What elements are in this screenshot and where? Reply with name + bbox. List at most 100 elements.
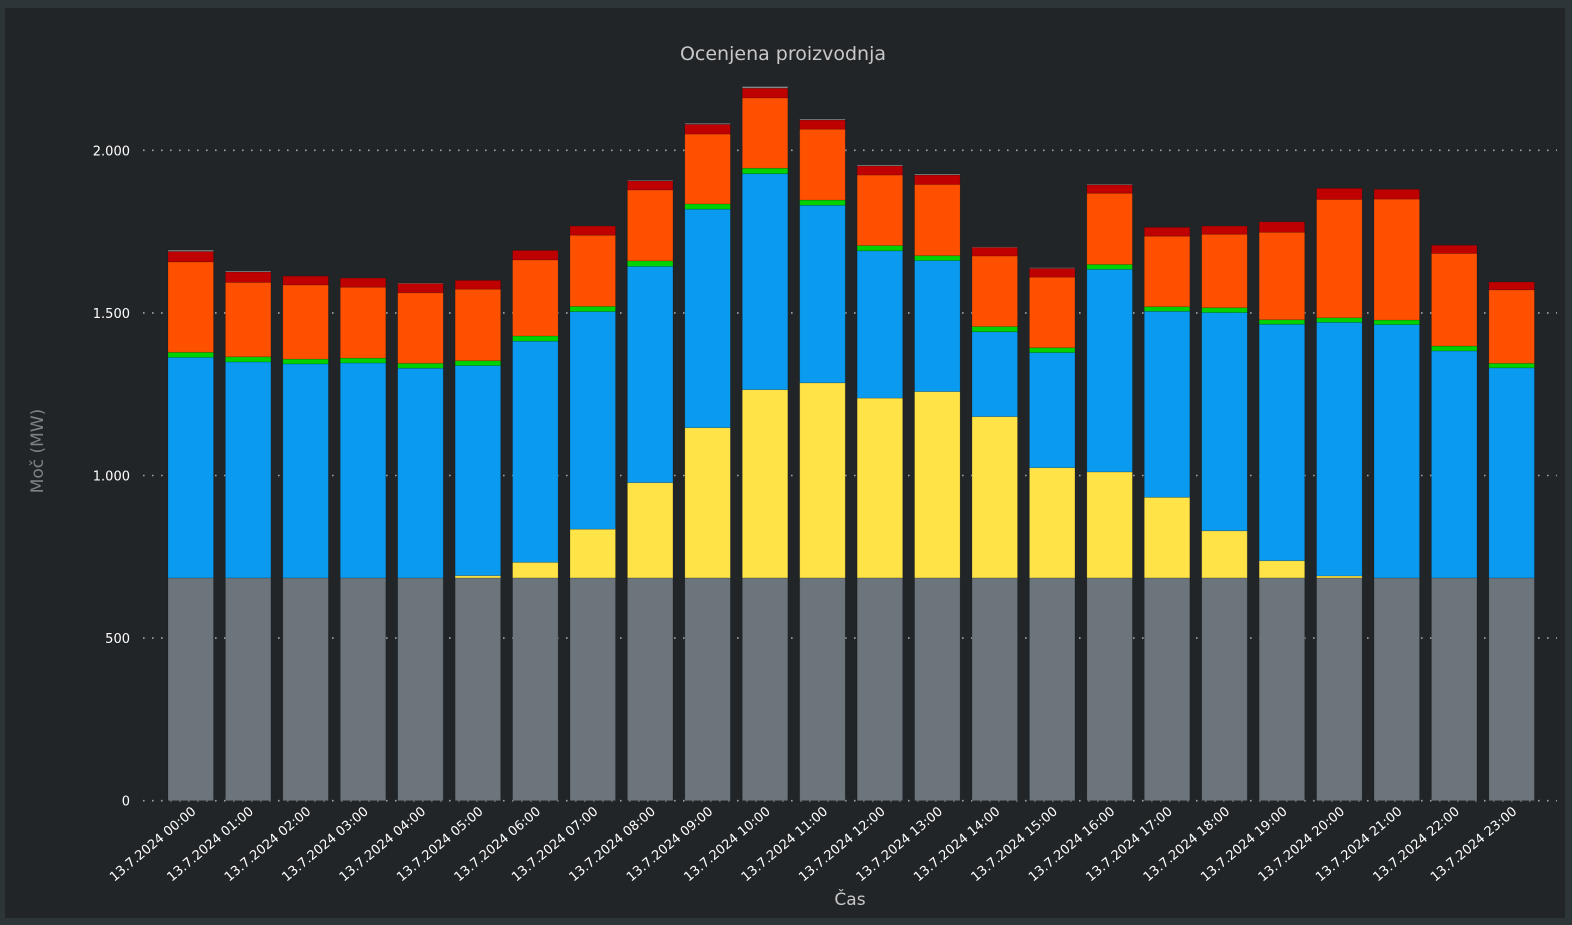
bar-segment-blue[interactable] [1029,352,1076,469]
bar-segment-dark-red[interactable] [1488,281,1535,291]
bar-segment-other-gray[interactable] [1086,183,1133,186]
bar-segment-orange[interactable] [225,281,272,358]
bar-segment-gray-base[interactable] [167,577,214,802]
bar-segment-gray-base[interactable] [1431,577,1478,802]
bar-segment-gray-base[interactable] [569,577,616,802]
bar-stack[interactable] [914,173,961,802]
bar-segment-green[interactable] [1029,347,1076,353]
bar-segment-green[interactable] [1373,319,1420,326]
bar-stack[interactable] [856,164,904,802]
bar-stack[interactable] [741,86,789,802]
bar-segment-gray-base[interactable] [1258,577,1306,802]
bar-segment-orange[interactable] [971,255,1018,327]
bar-segment-orange[interactable] [1029,276,1076,349]
bar-segment-gray-base[interactable] [512,577,559,802]
bar-segment-other-gray[interactable] [397,282,444,284]
bar-segment-blue[interactable] [799,204,846,384]
bar-segment-green[interactable] [856,245,904,252]
bar-segment-yellow[interactable] [971,416,1018,579]
bar-segment-yellow[interactable] [799,382,846,579]
bar-segment-orange[interactable] [1316,199,1363,319]
bar-stack[interactable] [167,249,214,802]
bar-stack[interactable] [339,277,387,802]
bar-segment-dark-red[interactable] [1316,187,1363,200]
bar-segment-dark-red[interactable] [1373,188,1420,200]
bar-segment-blue[interactable] [1143,310,1191,498]
bar-segment-gray-base[interactable] [454,577,502,802]
bar-segment-blue[interactable] [1258,323,1306,562]
bar-segment-other-gray[interactable] [684,122,731,125]
bar-segment-dark-red[interactable] [799,119,846,130]
bar-segment-orange[interactable] [914,184,961,257]
bar-segment-dark-red[interactable] [167,251,214,263]
bar-segment-orange[interactable] [741,97,789,169]
bar-stack[interactable] [1488,281,1535,802]
bar-segment-blue[interactable] [167,357,214,579]
bar-segment-blue[interactable] [856,250,904,399]
bar-stack[interactable] [1086,183,1133,802]
bar-segment-gray-base[interactable] [339,577,387,802]
bar-stack[interactable] [1431,244,1478,802]
bar-segment-orange[interactable] [167,261,214,353]
bar-segment-orange[interactable] [397,292,444,364]
bar-segment-gray-base[interactable] [914,577,961,802]
bar-segment-orange[interactable] [1086,192,1133,265]
bar-segment-green[interactable] [1431,345,1478,352]
bar-segment-other-gray[interactable] [627,179,674,182]
bar-segment-gray-base[interactable] [1143,577,1191,802]
bar-segment-gray-base[interactable] [741,577,789,802]
bar-segment-blue[interactable] [1373,324,1420,579]
bar-segment-blue[interactable] [1316,321,1363,577]
bar-stack[interactable] [1373,188,1420,802]
bar-segment-gray-base[interactable] [856,577,904,802]
bar-segment-orange[interactable] [454,288,502,362]
bar-segment-green[interactable] [454,360,502,366]
bar-segment-green[interactable] [799,199,846,206]
bar-segment-green[interactable] [627,260,674,267]
bar-segment-green[interactable] [1201,307,1248,313]
bar-segment-yellow[interactable] [627,482,674,579]
bar-segment-green[interactable] [225,356,272,363]
bar-segment-dark-red[interactable] [1086,184,1133,194]
bar-segment-gray-base[interactable] [1316,577,1363,802]
bar-segment-orange[interactable] [1488,289,1535,364]
bar-segment-green[interactable] [1258,319,1306,325]
bar-segment-blue[interactable] [454,365,502,577]
bar-segment-gray-base[interactable] [971,577,1018,802]
bar-segment-gray-base[interactable] [1086,577,1133,802]
bar-segment-orange[interactable] [339,286,387,359]
bar-stack[interactable] [627,179,674,802]
bar-stack[interactable] [684,122,731,802]
bar-stack[interactable] [1029,267,1076,802]
bar-stack[interactable] [799,118,846,802]
bar-segment-dark-red[interactable] [1258,221,1306,233]
bar-segment-orange[interactable] [1258,231,1306,321]
bar-segment-green[interactable] [1143,306,1191,312]
bar-segment-orange[interactable] [282,284,329,360]
bar-segment-yellow[interactable] [1258,560,1306,579]
bar-segment-other-gray[interactable] [1029,267,1076,269]
bar-segment-gray-base[interactable] [1201,577,1248,802]
bar-segment-other-gray[interactable] [225,270,272,273]
bar-segment-yellow[interactable] [1201,530,1248,579]
bar-stack[interactable] [1258,221,1306,802]
bar-segment-dark-red[interactable] [627,180,674,191]
bar-segment-blue[interactable] [627,265,674,484]
bar-stack[interactable] [569,225,616,802]
bar-segment-orange[interactable] [856,174,904,246]
bar-segment-orange[interactable] [1201,233,1248,309]
bar-stack[interactable] [1201,225,1248,802]
bar-segment-yellow[interactable] [741,389,789,579]
bar-segment-dark-red[interactable] [512,250,559,261]
bar-segment-blue[interactable] [1431,350,1478,579]
bar-segment-green[interactable] [397,362,444,369]
bar-segment-dark-red[interactable] [741,87,789,99]
bar-segment-blue[interactable] [1488,367,1535,579]
bar-segment-dark-red[interactable] [914,174,961,185]
bar-stack[interactable] [282,275,329,802]
bar-segment-other-gray[interactable] [856,164,904,167]
bar-segment-gray-base[interactable] [282,577,329,802]
bar-segment-dark-red[interactable] [454,279,502,290]
bar-segment-orange[interactable] [627,189,674,262]
bar-segment-gray-base[interactable] [684,577,731,802]
